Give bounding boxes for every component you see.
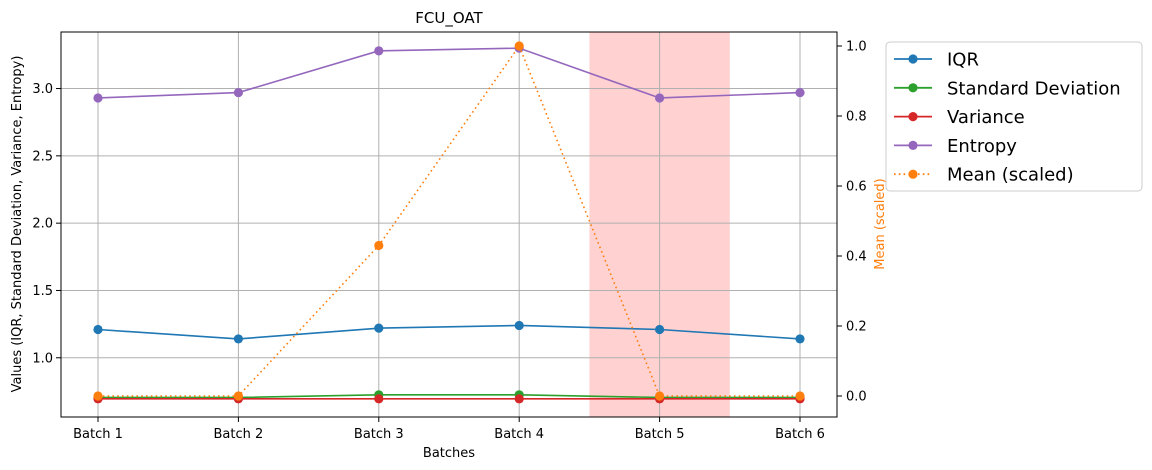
y2-tick-label: 0.4 (846, 250, 867, 265)
y2-tick-label: 0.0 (846, 390, 867, 405)
data-point-iqr (374, 323, 384, 333)
y-tick-label: 2.5 (32, 149, 53, 164)
data-point-mean-scaled (655, 391, 665, 401)
legend-label-mean-scaled: Mean (scaled) (947, 165, 1074, 186)
data-point-iqr (795, 334, 805, 344)
data-point-iqr (93, 324, 103, 335)
data-point-entropy (93, 93, 103, 103)
legend-label-iqr: IQR (947, 50, 979, 71)
y-tick-label: 1.0 (32, 351, 53, 366)
legend-marker-iqr (908, 54, 918, 64)
data-point-mean-scaled (374, 240, 384, 251)
legend-box (885, 41, 1143, 192)
data-point-mean-scaled (514, 41, 524, 51)
y2-tick-label: 0.8 (846, 110, 867, 125)
data-point-iqr (655, 324, 665, 335)
data-point-iqr (514, 320, 524, 331)
data-point-iqr (233, 334, 243, 344)
data-point-entropy (233, 87, 243, 98)
data-point-mean-scaled (93, 391, 103, 401)
legend-label-variance: Variance (947, 107, 1025, 128)
series-line-entropy (97, 47, 801, 99)
data-point-entropy (374, 46, 384, 56)
y2-tick-label: 0.6 (846, 180, 867, 195)
data-point-variance (514, 394, 524, 404)
data-point-entropy (795, 87, 805, 98)
data-point-variance (374, 394, 384, 404)
legend-marker-standard-deviation (908, 83, 918, 93)
x-tick-label: Batch 4 (494, 427, 544, 442)
legend-marker-entropy (908, 140, 918, 150)
x-axis-label: Batches (423, 446, 475, 461)
y2-axis-label: Mean (scaled) (873, 178, 888, 269)
plot-frame (60, 31, 838, 418)
y-tick-label: 1.5 (32, 284, 53, 299)
y2-tick-label: 0.2 (846, 320, 867, 335)
legend-label-entropy: Entropy (947, 136, 1017, 157)
legend-marker-mean-scaled (908, 169, 918, 179)
x-tick-label: Batch 5 (635, 427, 685, 442)
legend-marker-variance (908, 112, 918, 122)
y-axis-label: Values (IQR, Standard Deviation, Varianc… (10, 56, 25, 393)
x-tick-label: Batch 2 (214, 427, 264, 442)
y2-tick-label: 1.0 (846, 40, 867, 55)
legend-label-standard-deviation: Standard Deviation (947, 78, 1121, 99)
chart-title: FCU_OAT (415, 9, 483, 28)
x-tick-label: Batch 1 (73, 427, 123, 442)
series-line-standard-deviation (98, 393, 800, 399)
y-tick-label: 3.0 (32, 82, 53, 97)
data-point-mean-scaled (233, 391, 243, 401)
data-point-mean-scaled (795, 391, 805, 401)
x-tick-label: Batch 3 (354, 427, 404, 442)
y-tick-label: 2.0 (32, 217, 53, 232)
x-tick-label: Batch 6 (775, 427, 825, 442)
series-line-iqr (97, 324, 801, 340)
data-point-entropy (655, 93, 665, 103)
